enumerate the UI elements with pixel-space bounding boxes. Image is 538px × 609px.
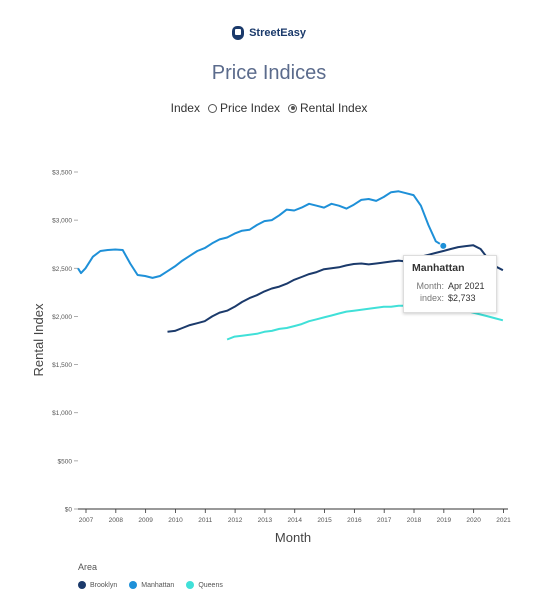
y-tick-label: $3,500 xyxy=(52,170,72,177)
highlighted-point[interactable] xyxy=(439,241,448,250)
tooltip-index-key: index: xyxy=(419,293,444,303)
tooltip-month-key: Month: xyxy=(416,281,444,291)
series-line-brooklyn[interactable] xyxy=(167,244,504,333)
x-tick-label: 2017 xyxy=(377,517,392,524)
chart-legend: Area Brooklyn Manhattan Queens xyxy=(78,562,223,589)
series-line-manhattan[interactable] xyxy=(77,190,444,279)
legend-dot-icon xyxy=(129,581,138,589)
price-index-radio[interactable]: Price Index xyxy=(207,101,280,115)
legend-item-queens[interactable]: Queens xyxy=(186,581,223,589)
tooltip-index-value: $2,733 xyxy=(448,293,476,303)
x-tick-label: 2015 xyxy=(317,517,332,524)
x-axis: 2007 2008 2009 2010 2011 2012 2013 2014 2015 2016… xyxy=(78,508,511,524)
brand-logo[interactable]: StreetEasy xyxy=(0,26,538,40)
tooltip-title: Manhattan xyxy=(412,262,465,274)
legend-label: Queens xyxy=(198,581,223,589)
y-tick-label: $500 xyxy=(58,458,73,465)
y-tick-label: $3,000 xyxy=(52,218,72,225)
x-tick-label: 2019 xyxy=(437,517,452,524)
x-axis-label: Month xyxy=(275,530,311,545)
price-index-label: Price Index xyxy=(219,101,280,115)
tooltip-month-value: Apr 2021 xyxy=(448,281,485,291)
legend-title: Area xyxy=(78,562,98,572)
x-tick-label: 2008 xyxy=(109,517,124,524)
streeteasy-logo-icon xyxy=(232,26,245,40)
y-tick-label: $1,500 xyxy=(52,362,72,369)
legend-label: Brooklyn xyxy=(90,581,118,589)
x-tick-label: 2007 xyxy=(79,517,94,524)
x-tick-label: 2013 xyxy=(258,517,273,524)
x-tick-label: 2018 xyxy=(407,517,422,524)
index-selector: Index Price Index Rental Index xyxy=(0,101,538,115)
x-tick-label: 2020 xyxy=(466,517,481,524)
legend-dot-icon xyxy=(186,581,195,589)
y-tick-label: $1,000 xyxy=(52,410,72,417)
y-tick-label: $2,500 xyxy=(52,266,72,273)
x-tick-label: 2011 xyxy=(198,517,212,524)
x-tick-label: 2016 xyxy=(347,517,362,524)
rental-index-label: Rental Index xyxy=(300,101,368,115)
chart-tooltip: Manhattan Month: Apr 2021 index: $2,733 xyxy=(403,255,497,313)
rental-index-radio[interactable]: Rental Index xyxy=(288,101,367,115)
y-tick-label: $0 xyxy=(65,507,73,514)
radio-unchecked-icon[interactable] xyxy=(207,103,217,113)
y-axis: $0 $500 $1,000 $1,500 $2,000 $2,500 $3,000 $3,5… xyxy=(52,170,78,514)
legend-item-manhattan[interactable]: Manhattan xyxy=(129,581,174,589)
x-tick-label: 2014 xyxy=(288,517,303,524)
brand-name: StreetEasy xyxy=(249,27,306,39)
radio-checked-icon[interactable] xyxy=(288,103,297,113)
x-tick-label: 2021 xyxy=(496,517,511,524)
page-title: Price Indices xyxy=(211,62,327,84)
y-axis-label: Rental Index xyxy=(31,303,46,376)
x-tick-label: 2010 xyxy=(168,517,183,524)
index-label: Index xyxy=(170,101,200,115)
y-tick-label: $2,000 xyxy=(52,314,72,321)
legend-item-brooklyn[interactable]: Brooklyn xyxy=(78,581,117,589)
legend-label: Manhattan xyxy=(141,581,175,589)
legend-dot-icon xyxy=(78,581,86,589)
x-tick-label: 2012 xyxy=(228,517,243,524)
x-tick-label: 2009 xyxy=(138,517,153,524)
